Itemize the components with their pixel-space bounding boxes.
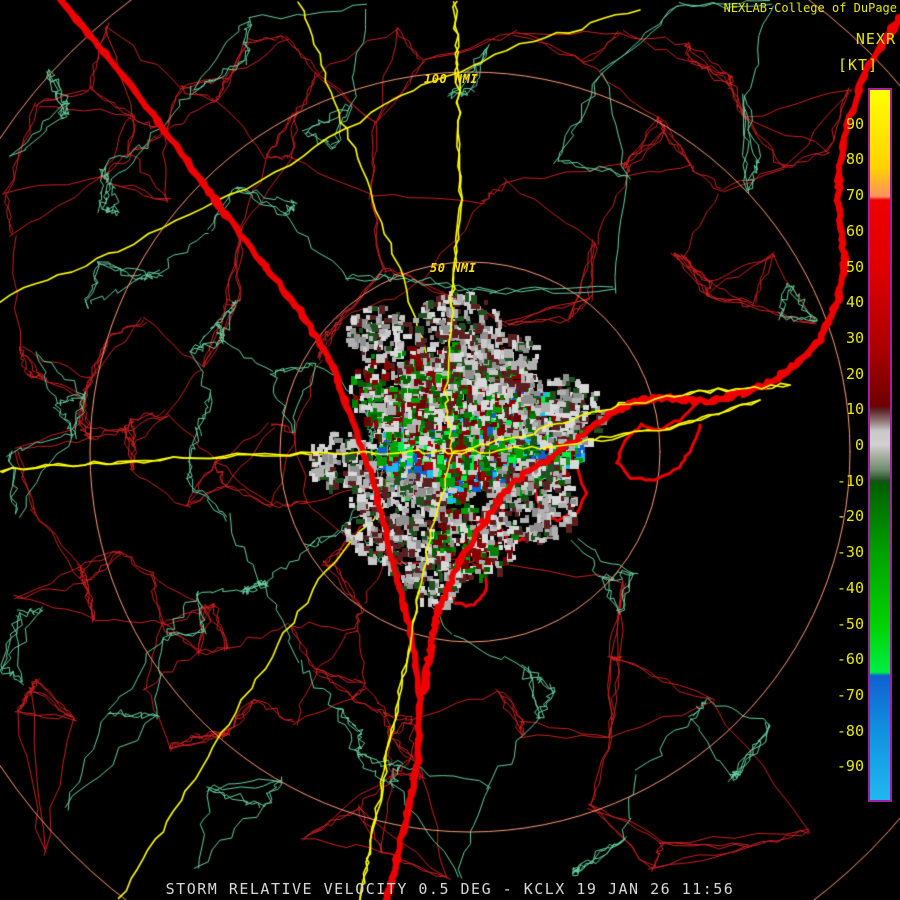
colorbar-tick-label: -90 bbox=[836, 757, 864, 776]
colorbar-tick-label: -80 bbox=[836, 721, 864, 740]
colorbar[interactable] bbox=[868, 88, 892, 802]
range-ring-label: 100 NMI bbox=[424, 72, 479, 86]
colorbar-tick-label: -30 bbox=[836, 543, 864, 562]
colorbar-tick-label: 70 bbox=[845, 186, 864, 205]
range-ring-label: 50 NMI bbox=[430, 261, 477, 275]
colorbar-tick-label: -60 bbox=[836, 650, 864, 669]
colorbar-gradient bbox=[870, 90, 890, 800]
colorbar-tick-label: 40 bbox=[845, 293, 864, 312]
colorbar-tick-group: 90 80 70 60 50 40 30 20 10 0 -10 -20 -30 -40 -50 -60 -70… bbox=[820, 88, 864, 802]
colorbar-tick-label: 90 bbox=[845, 114, 864, 133]
colorbar-tick-label: 20 bbox=[845, 364, 864, 383]
colorbar-tick-label: 50 bbox=[845, 257, 864, 276]
colorbar-tick-label: -70 bbox=[836, 685, 864, 704]
provider-credit: NEXLAB-College of DuPage bbox=[723, 1, 897, 15]
colorbar-tick-label: 0 bbox=[854, 436, 864, 454]
colorbar-tick-label: 80 bbox=[845, 150, 864, 169]
colorbar-units-label: [KT] bbox=[838, 56, 879, 74]
colorbar-tick-label: -50 bbox=[836, 614, 864, 633]
colorbar-tick-label: -10 bbox=[836, 471, 864, 490]
product-caption: STORM RELATIVE VELOCITY 0.5 DEG - KCLX 1… bbox=[165, 880, 735, 898]
colorbar-tick-label: 30 bbox=[845, 328, 864, 347]
colorbar-tick-label: -20 bbox=[836, 507, 864, 526]
colorbar-border bbox=[868, 88, 892, 802]
colorbar-title: NEXR bbox=[855, 30, 896, 48]
colorbar-tick-label: -40 bbox=[836, 578, 864, 597]
colorbar-tick-label: 60 bbox=[845, 221, 864, 240]
colorbar-tick-label: 10 bbox=[845, 400, 864, 419]
